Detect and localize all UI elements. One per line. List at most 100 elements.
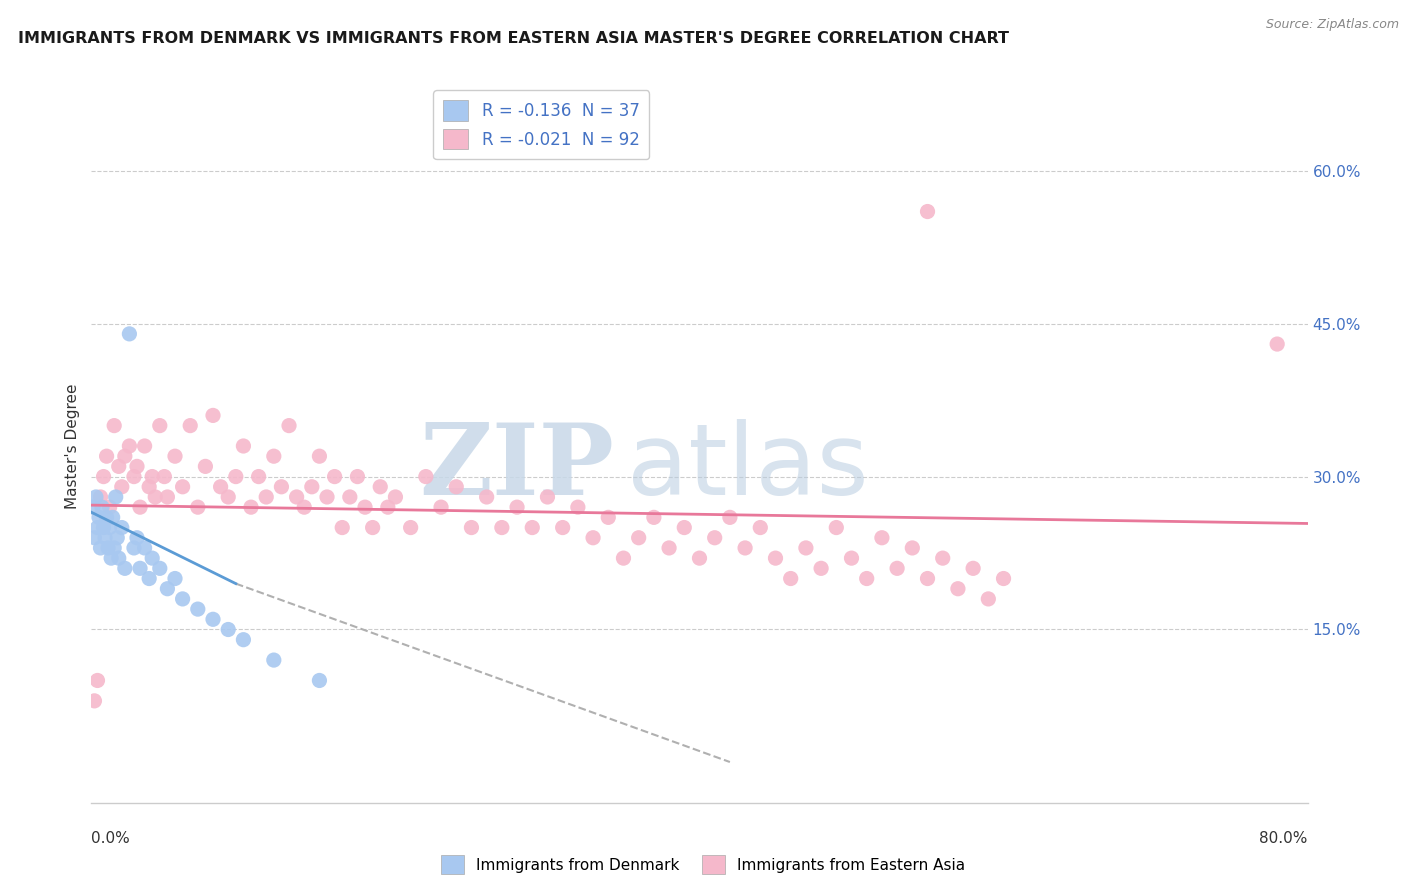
Point <box>886 561 908 575</box>
Point <box>301 480 323 494</box>
Point <box>83 531 105 545</box>
Point <box>149 561 172 575</box>
Point <box>125 459 148 474</box>
Point <box>536 490 558 504</box>
Point <box>323 469 346 483</box>
Point <box>1265 337 1288 351</box>
Point <box>254 490 277 504</box>
Point <box>240 500 263 515</box>
Point <box>156 582 179 596</box>
Point <box>855 572 877 586</box>
Point <box>270 480 292 494</box>
Point <box>103 418 125 433</box>
Point <box>86 520 108 534</box>
Point <box>658 541 681 555</box>
Point <box>308 449 330 463</box>
Text: 80.0%: 80.0% <box>1260 831 1308 846</box>
Point <box>141 551 163 566</box>
Point <box>138 480 160 494</box>
Point <box>794 541 817 555</box>
Point <box>187 500 209 515</box>
Point <box>368 480 391 494</box>
Point <box>825 520 848 534</box>
Point <box>114 449 136 463</box>
Legend: Immigrants from Denmark, Immigrants from Eastern Asia: Immigrants from Denmark, Immigrants from… <box>434 849 972 880</box>
Point <box>134 439 156 453</box>
Point <box>444 480 467 494</box>
Point <box>330 520 353 534</box>
Point <box>202 409 225 423</box>
Point <box>232 632 254 647</box>
Point <box>149 418 172 433</box>
Point <box>643 510 665 524</box>
Point <box>598 510 620 524</box>
Y-axis label: Master's Degree: Master's Degree <box>65 384 80 508</box>
Point <box>96 449 118 463</box>
Point <box>217 623 239 637</box>
Point <box>688 551 710 566</box>
Point <box>718 510 741 524</box>
Point <box>765 551 787 566</box>
Point <box>292 500 315 515</box>
Point <box>129 500 152 515</box>
Point <box>129 561 152 575</box>
Point <box>430 500 453 515</box>
Point <box>163 572 186 586</box>
Point <box>734 541 756 555</box>
Point <box>105 531 128 545</box>
Point <box>97 541 120 555</box>
Point <box>749 520 772 534</box>
Point <box>225 469 247 483</box>
Point <box>917 204 939 219</box>
Point <box>247 469 270 483</box>
Point <box>415 469 437 483</box>
Point <box>111 480 134 494</box>
Point <box>96 510 118 524</box>
Point <box>627 531 650 545</box>
Point <box>202 612 225 626</box>
Text: 0.0%: 0.0% <box>91 831 131 846</box>
Point <box>870 531 893 545</box>
Point <box>122 469 145 483</box>
Point <box>143 490 166 504</box>
Point <box>217 490 239 504</box>
Point <box>567 500 589 515</box>
Point <box>89 541 111 555</box>
Point <box>163 449 186 463</box>
Point <box>779 572 801 586</box>
Point <box>399 520 422 534</box>
Point <box>346 469 368 483</box>
Point <box>107 551 129 566</box>
Point <box>931 551 953 566</box>
Point <box>316 490 339 504</box>
Point <box>977 591 1000 606</box>
Legend: R = -0.136  N = 37, R = -0.021  N = 92: R = -0.136 N = 37, R = -0.021 N = 92 <box>433 90 650 160</box>
Point <box>673 520 696 534</box>
Point <box>87 510 110 524</box>
Point <box>187 602 209 616</box>
Point <box>946 582 969 596</box>
Point <box>522 520 544 534</box>
Point <box>278 418 301 433</box>
Point <box>153 469 176 483</box>
Point <box>841 551 863 566</box>
Point <box>506 500 529 515</box>
Point <box>98 500 121 515</box>
Point <box>103 541 125 555</box>
Point <box>86 673 108 688</box>
Point <box>122 541 145 555</box>
Point <box>339 490 361 504</box>
Point <box>285 490 308 504</box>
Point <box>354 500 377 515</box>
Point <box>134 541 156 555</box>
Point <box>917 572 939 586</box>
Point <box>82 500 104 515</box>
Point <box>111 520 134 534</box>
Point <box>901 541 924 555</box>
Point <box>98 520 121 534</box>
Point <box>104 490 127 504</box>
Point <box>194 459 217 474</box>
Point <box>93 469 115 483</box>
Text: ZIP: ZIP <box>419 419 614 516</box>
Point <box>91 500 114 515</box>
